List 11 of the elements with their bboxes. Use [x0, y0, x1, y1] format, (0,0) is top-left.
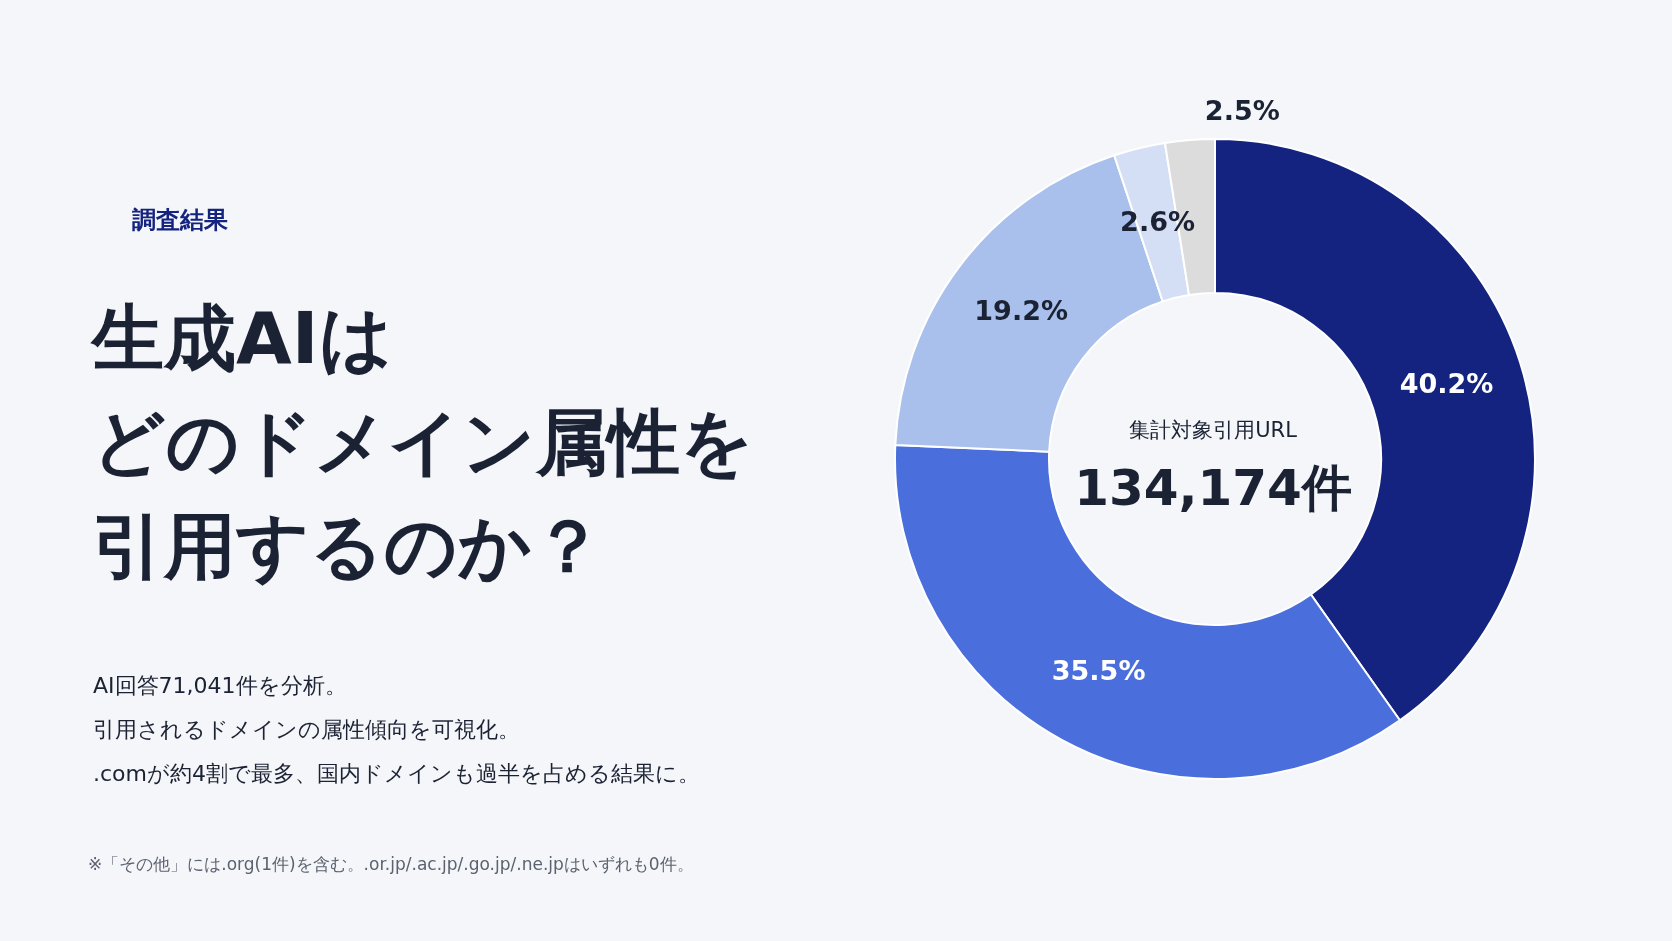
data-label: 2.5% [1204, 95, 1280, 127]
text: 集計対象引用URL [1129, 418, 1298, 442]
text: AI回答71,041件を分析。引用されるドメインの属性傾向を可視化。.comが約4割で最多、国内ドメインも過半を占める結果に。 [93, 673, 700, 786]
data-label: 40.2% [1399, 368, 1494, 400]
text: 生成AIはどのドメイン属性を引用するのか？ [90, 296, 754, 588]
data-label: 2.6% [1120, 205, 1195, 237]
text: 134,174件 [1074, 459, 1352, 517]
text: 調査結果 [132, 206, 228, 234]
data-label: 19.2% [974, 295, 1068, 327]
text: ※「その他」には.org(1件)を含む。.or.jp/.ac.jp/.go.jp/.ne.jpはいずれも0件。 [88, 854, 694, 874]
data-label: 35.5% [1051, 655, 1146, 687]
